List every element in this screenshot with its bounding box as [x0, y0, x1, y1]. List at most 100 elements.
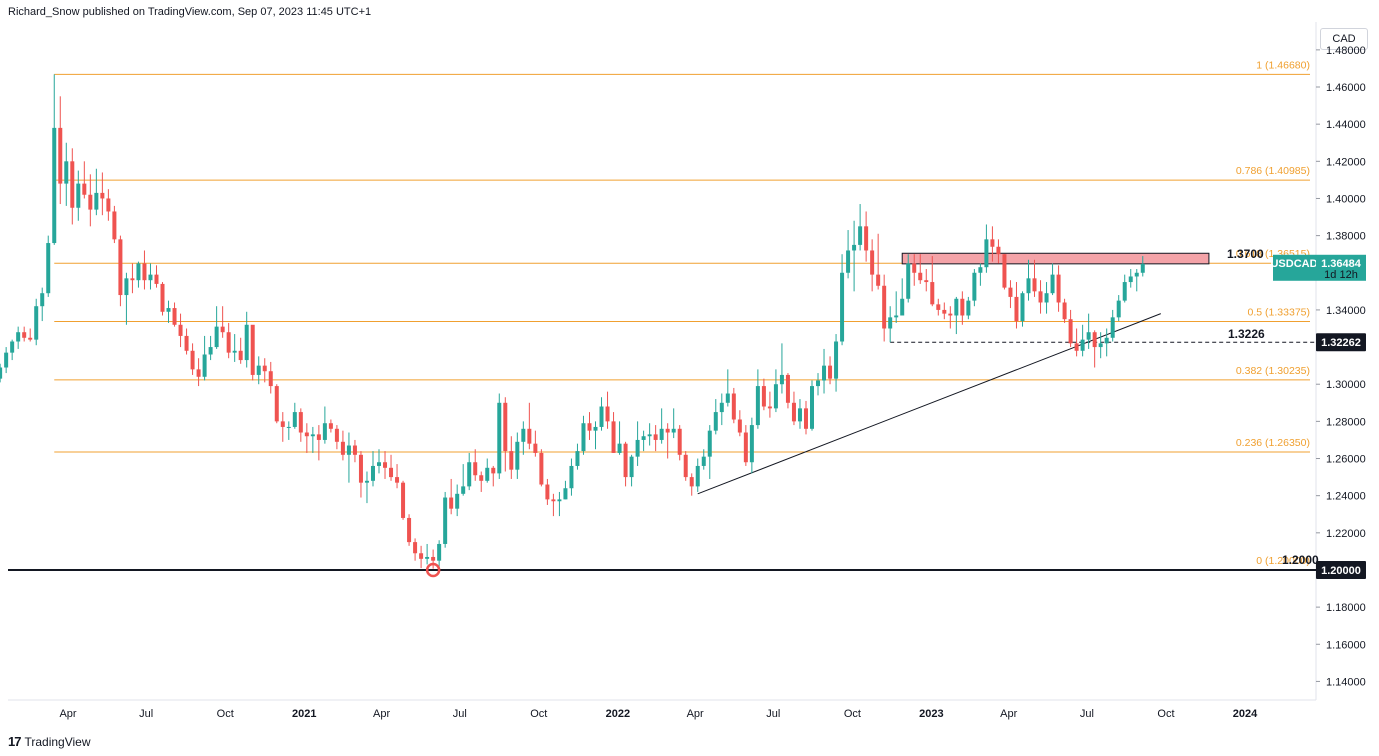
publish-attribution: Richard_Snow published on TradingView.co…: [8, 6, 372, 18]
candle-body: [1122, 282, 1127, 301]
candle: [1080, 324, 1085, 357]
candle-body: [605, 406, 610, 422]
fib-level-label: 0.5 (1.33375): [1248, 307, 1310, 319]
candle: [383, 451, 388, 479]
candle: [840, 254, 845, 346]
candle: [124, 272, 129, 325]
tradingview-footer[interactable]: 17 TradingView: [8, 734, 91, 749]
candle-body: [28, 337, 33, 340]
candle-body: [617, 443, 622, 453]
candle: [106, 189, 111, 221]
fib-level-label: 0.236 (1.26350): [1236, 437, 1310, 449]
candle-body: [629, 456, 634, 478]
candle: [581, 415, 586, 455]
candle-body: [1062, 302, 1067, 320]
y-tick-label: 1.40000: [1326, 193, 1366, 205]
tradingview-logo-icon: 17: [8, 734, 22, 749]
candle-body: [1032, 278, 1037, 292]
candle-body: [755, 386, 760, 426]
candle-body: [232, 350, 237, 353]
candle-body: [647, 434, 652, 437]
candle-body: [779, 374, 784, 385]
candle: [76, 170, 81, 221]
candle: [791, 391, 796, 426]
candle: [268, 361, 273, 394]
candle-body: [226, 332, 231, 353]
candle: [557, 491, 562, 517]
candle: [1050, 263, 1055, 296]
candle: [437, 540, 442, 569]
candle-body: [316, 434, 321, 440]
y-tick-label: 1.14000: [1326, 676, 1366, 688]
candle-body: [304, 432, 309, 437]
candle: [942, 302, 947, 320]
candle-body: [503, 402, 508, 452]
candle: [166, 300, 171, 323]
y-tick-label: 1.24000: [1326, 491, 1366, 503]
candle: [665, 423, 670, 459]
candle-body: [479, 475, 484, 481]
candle-body: [659, 428, 664, 440]
candle: [304, 423, 309, 453]
candle-body: [383, 462, 388, 468]
candle-body: [0, 367, 3, 379]
candle: [70, 148, 75, 225]
candle-body: [767, 406, 772, 409]
candle: [810, 380, 815, 431]
candle-body: [1050, 274, 1055, 294]
candle: [232, 334, 237, 362]
candle-body: [990, 239, 995, 247]
candle-body: [677, 428, 682, 455]
candle-body: [773, 384, 778, 409]
candle: [443, 491, 448, 548]
candle-body: [364, 480, 369, 483]
candle-body: [713, 412, 718, 431]
candle: [972, 269, 977, 307]
candle: [767, 391, 772, 418]
candle-body: [256, 365, 261, 375]
candle: [322, 406, 327, 444]
candle-body: [563, 488, 568, 500]
y-tick-label: 1.42000: [1326, 156, 1366, 168]
candle-body: [1134, 272, 1139, 277]
candle-body: [58, 127, 63, 184]
candle-body: [431, 556, 436, 561]
candle-body: [148, 274, 153, 281]
candle-body: [1074, 343, 1079, 351]
candle: [419, 545, 424, 569]
candle-body: [810, 386, 815, 429]
candle: [737, 410, 742, 437]
last-price-badge: 1.36484: [1321, 258, 1362, 270]
candle-body: [870, 250, 875, 275]
candle-body: [220, 326, 225, 333]
candle-body: [641, 436, 646, 440]
candle: [358, 451, 363, 498]
candle: [828, 356, 833, 385]
tradingview-brand: TradingView: [24, 734, 91, 749]
candle-body: [635, 439, 640, 457]
candle: [1122, 274, 1127, 303]
candle: [250, 324, 255, 381]
candle-body: [701, 456, 706, 466]
candle: [479, 471, 484, 492]
axis-currency-button[interactable]: CAD: [1320, 28, 1368, 50]
candle: [515, 432, 520, 479]
candle: [1086, 313, 1091, 349]
candle: [924, 269, 929, 292]
candle-body: [40, 293, 45, 307]
candle: [1104, 328, 1109, 357]
candle: [996, 239, 1001, 264]
candle: [846, 230, 851, 279]
candle-body: [124, 278, 129, 296]
candle: [377, 449, 382, 474]
candle: [497, 393, 502, 479]
candle-body: [1056, 274, 1061, 303]
candle: [647, 423, 652, 446]
candle: [256, 356, 261, 385]
candle-body: [1002, 254, 1007, 288]
candle: [641, 430, 646, 452]
candle: [761, 378, 766, 411]
candle-body: [966, 300, 971, 316]
candle: [719, 393, 724, 426]
